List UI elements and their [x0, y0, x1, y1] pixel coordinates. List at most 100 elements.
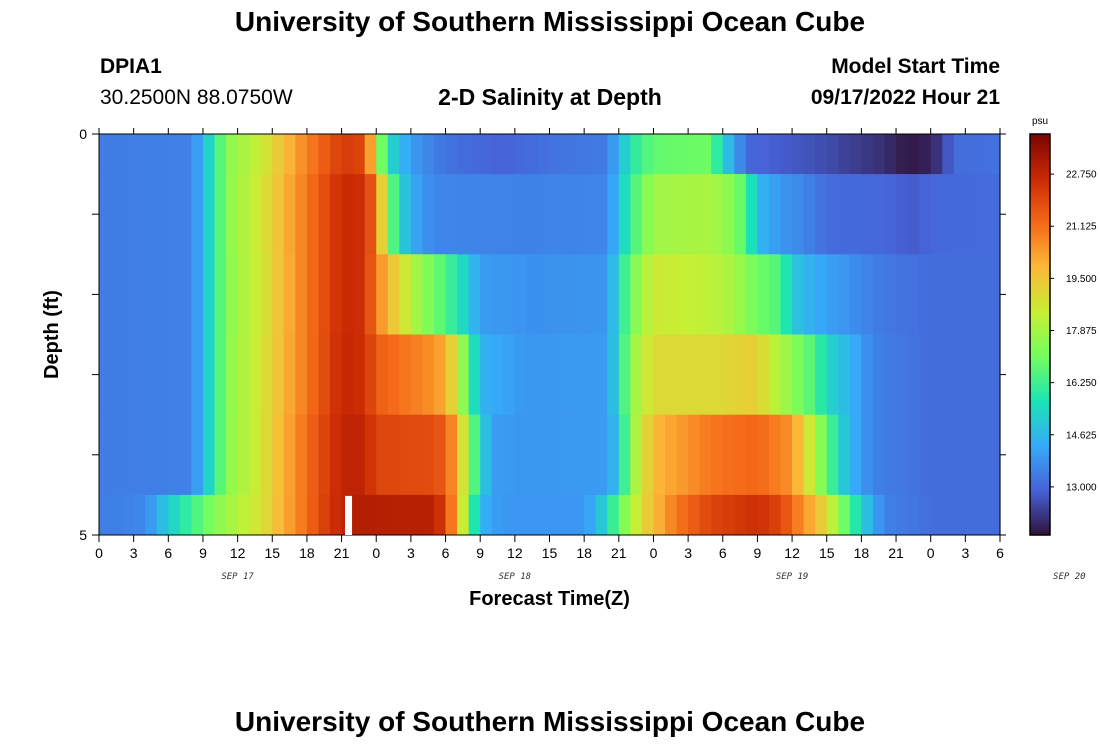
heatmap-cell-d3-h53 — [711, 334, 724, 416]
heatmap-cell-d1-h17 — [295, 174, 308, 255]
heatmap-cell-d3-h28 — [422, 334, 435, 416]
heatmap-cell-d5-h54 — [722, 494, 735, 536]
x-tick-label: 6 — [442, 545, 450, 561]
heatmap-cell-d1-h33 — [480, 174, 493, 255]
heatmap-cell-d2-h36 — [514, 254, 527, 335]
heatmap-cell-d0-h68 — [884, 134, 897, 175]
heatmap-cell-d0-h16 — [283, 134, 296, 175]
heatmap-cell-d5-h9 — [202, 494, 216, 536]
heatmap-cell-d5-h73 — [942, 494, 955, 536]
heatmap-cell-d5-h74 — [953, 494, 966, 536]
heatmap-cell-d2-h31 — [457, 254, 470, 335]
heatmap-cell-d0-h50 — [676, 134, 689, 175]
heatmap-cell-d4-h34 — [491, 414, 504, 496]
heatmap-cell-d4-h55 — [734, 414, 747, 496]
heatmap-cell-d0-h47 — [641, 134, 655, 175]
heatmap-cell-d4-h65 — [849, 414, 862, 496]
heatmap-cell-d3-h66 — [861, 334, 874, 416]
heatmap-cell-d1-h70 — [907, 174, 920, 255]
heatmap-cell-d0-h44 — [607, 134, 620, 175]
heatmap-cell-d3-h16 — [283, 334, 296, 416]
marker-layer — [345, 495, 353, 535]
x-tick-label: 21 — [888, 545, 904, 561]
heatmap-cell-d1-h53 — [711, 174, 724, 255]
heatmap-cell-d1-h75 — [965, 174, 978, 255]
heatmap-cell-d2-h29 — [433, 254, 447, 335]
heatmap-cell-d3-h50 — [676, 334, 689, 416]
heatmap-cell-d0-h17 — [295, 134, 308, 175]
heatmap-cell-d2-h22 — [353, 254, 366, 335]
heatmap-cell-d3-h31 — [457, 334, 470, 416]
heatmap-cell-d1-h37 — [526, 174, 539, 255]
heatmap-cell-d5-h6 — [168, 494, 181, 536]
heatmap-cell-d5-h3 — [133, 494, 146, 536]
heatmap-cell-d0-h30 — [445, 134, 458, 175]
heatmap-cell-d2-h66 — [861, 254, 874, 335]
colorbar-tick-label: 21.125 — [1066, 222, 1097, 233]
heatmap-cell-d5-h42 — [584, 494, 597, 536]
heatmap-cell-d3-h9 — [202, 334, 216, 416]
heatmap-cell-d2-h71 — [919, 254, 932, 335]
x-tick-label: 3 — [407, 545, 415, 561]
heatmap-cell-d5-h17 — [295, 494, 308, 536]
heatmap-cell-d1-h11 — [226, 174, 239, 255]
heatmap-cell-d1-h54 — [722, 174, 735, 255]
heatmap-cell-d3-h38 — [537, 334, 551, 416]
heatmap-cell-d2-h19 — [318, 254, 331, 335]
x-tick-label: 3 — [961, 545, 969, 561]
model-start-value: 09/17/2022 Hour 21 — [810, 86, 1000, 109]
heatmap-cell-d3-h62 — [815, 334, 828, 416]
heatmap-cell-d5-h16 — [283, 494, 296, 536]
heatmap-cell-d2-h53 — [711, 254, 724, 335]
heatmap-cell-d1-h14 — [260, 174, 273, 255]
heatmap-cell-d1-h28 — [422, 174, 435, 255]
heatmap-cell-d3-h65 — [849, 334, 862, 416]
heatmap-cell-d0-h66 — [861, 134, 874, 175]
heatmap-cell-d1-h77 — [988, 174, 1001, 255]
heatmap-cell-d3-h8 — [191, 334, 204, 416]
heatmap-cell-d5-h31 — [457, 494, 470, 536]
heatmap-cell-d2-h26 — [399, 254, 412, 335]
heatmap-cell-d1-h27 — [410, 174, 424, 255]
heatmap-cell-d5-h75 — [965, 494, 978, 536]
heatmap-cell-d4-h33 — [480, 414, 493, 496]
heatmap-cell-d4-h70 — [907, 414, 920, 496]
heatmap-cell-d0-h1 — [110, 134, 123, 175]
heatmap-cell-d0-h27 — [410, 134, 424, 175]
heatmap-cell-d4-h47 — [641, 414, 655, 496]
heatmap-cell-d2-h65 — [849, 254, 862, 335]
heatmap-cell-d0-h20 — [330, 134, 343, 175]
heatmap-cell-d3-h74 — [953, 334, 966, 416]
heatmap-cell-d1-h38 — [537, 174, 551, 255]
heatmap-cell-d4-h59 — [780, 414, 793, 496]
heatmap-cell-d2-h6 — [168, 254, 181, 335]
heatmap-cell-d4-h48 — [653, 414, 666, 496]
x-tick-label: 12 — [784, 545, 800, 561]
heatmap-cell-d3-h61 — [803, 334, 816, 416]
heatmap-cell-d3-h32 — [468, 334, 481, 416]
heatmap-cell-d3-h55 — [734, 334, 747, 416]
heatmap-cell-d5-h71 — [919, 494, 932, 536]
heatmap-cell-d3-h36 — [514, 334, 527, 416]
heatmap-cell-d4-h9 — [202, 414, 216, 496]
heatmap-cell-d5-h13 — [249, 494, 262, 536]
heatmap-cell-d2-h28 — [422, 254, 435, 335]
heatmap-cell-d1-h25 — [387, 174, 400, 255]
heatmap-cell-d5-h29 — [433, 494, 447, 536]
heatmap-cell-d0-h64 — [838, 134, 851, 175]
heatmap-cell-d2-h41 — [572, 254, 585, 335]
heatmap-cell-d4-h66 — [861, 414, 874, 496]
heatmap-cell-d2-h63 — [826, 254, 839, 335]
model-start-label: Model Start Time — [831, 55, 1000, 78]
heatmap-cell-d1-h4 — [145, 174, 158, 255]
heatmap-cell-d5-h15 — [272, 494, 285, 536]
heatmap-cell-d2-h42 — [584, 254, 597, 335]
heatmap-cell-d1-h20 — [330, 174, 343, 255]
heatmap-cell-d1-h23 — [364, 174, 377, 255]
heatmap-cell-d4-h72 — [930, 414, 943, 496]
heatmap-cell-d5-h22 — [353, 494, 366, 536]
heatmap-cell-d4-h69 — [896, 414, 909, 496]
heatmap-cell-d4-h39 — [549, 414, 562, 496]
heatmap-cell-d2-h40 — [561, 254, 574, 335]
heatmap-cell-d1-h30 — [445, 174, 458, 255]
